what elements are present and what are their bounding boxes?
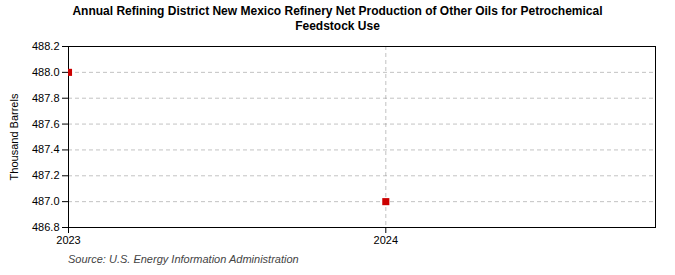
svg-text:486.8: 486.8 [32, 221, 60, 233]
svg-text:488.2: 488.2 [32, 40, 60, 52]
svg-text:487.6: 487.6 [32, 118, 60, 130]
svg-text:487.0: 487.0 [32, 195, 60, 207]
svg-text:487.8: 487.8 [32, 92, 60, 104]
svg-text:488.0: 488.0 [32, 66, 60, 78]
svg-text:Thousand Barrels: Thousand Barrels [8, 93, 20, 180]
html-text:Annual Refining District New M: Annual Refining District New Mexico Refi… [72, 4, 603, 33]
svg-text:2024: 2024 [374, 234, 398, 246]
html-text:Source: U.S. Energy Informatio: Source: U.S. Energy Information Administ… [68, 253, 299, 265]
svg-text:2023: 2023 [56, 234, 80, 246]
svg-text:487.4: 487.4 [32, 143, 60, 155]
svg-text:487.2: 487.2 [32, 169, 60, 181]
